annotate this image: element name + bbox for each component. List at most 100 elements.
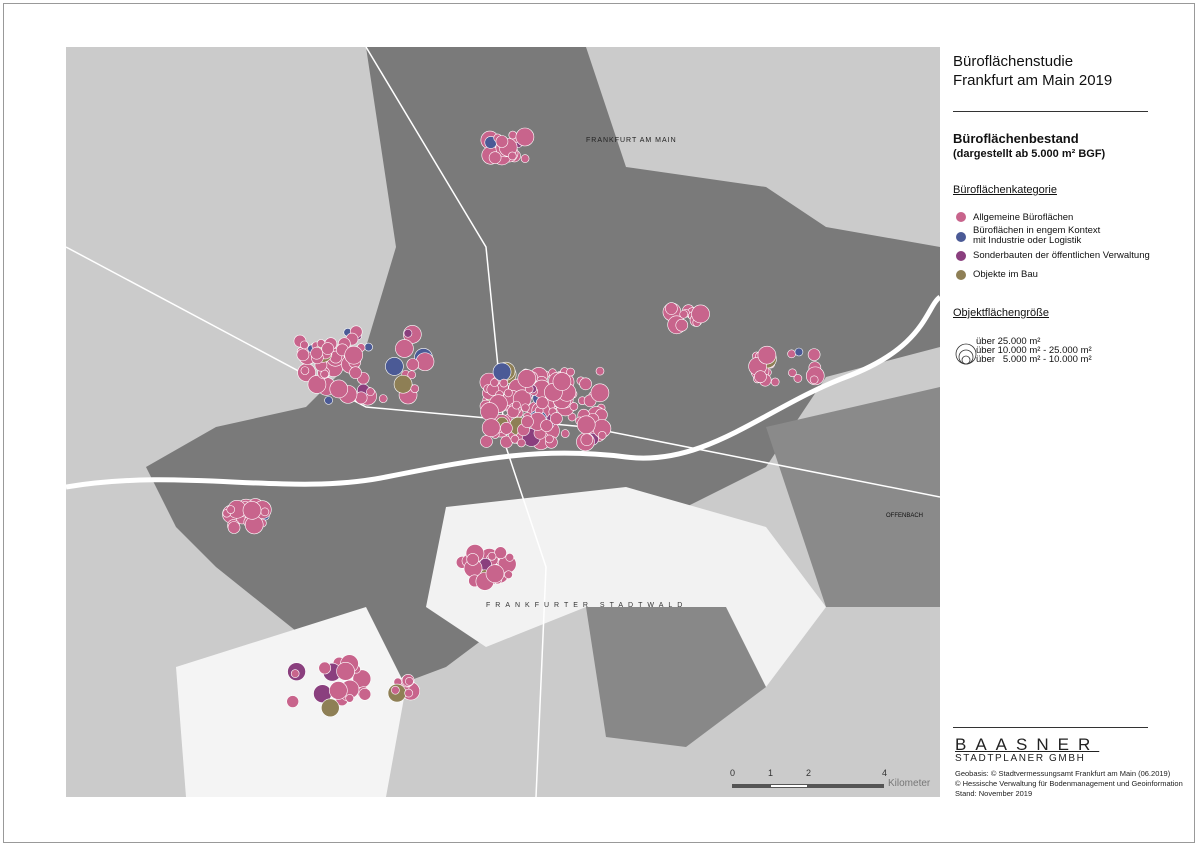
category-label: Sonderbauten der öffentlichen Verwaltung [973, 250, 1150, 261]
office-bubble [675, 318, 689, 332]
office-bubble [754, 370, 767, 383]
office-bubble [552, 372, 572, 391]
office-bubble [300, 340, 309, 350]
office-bubble [226, 505, 236, 514]
office-bubble [310, 346, 323, 360]
office-bubble [329, 379, 349, 399]
office-bubble [794, 347, 804, 357]
office-bubble [521, 415, 534, 428]
credit-line: Stand: November 2019 [955, 789, 1033, 798]
category-dot-public [956, 251, 966, 261]
office-bubble [286, 695, 299, 708]
category-label: Allgemeine Büroflächen [973, 212, 1074, 223]
office-bubble [490, 378, 499, 387]
office-bubble [597, 431, 607, 440]
office-bubble [665, 302, 678, 315]
office-bubble [520, 154, 530, 163]
office-bubble [358, 687, 372, 701]
office-bubble [494, 546, 507, 560]
size-label: über 25.000 m² [976, 336, 1041, 347]
office-bubble [536, 396, 549, 410]
offenbach-area [766, 387, 940, 607]
office-bubble [480, 435, 493, 448]
office-bubble [307, 375, 327, 394]
office-bubble [410, 384, 420, 393]
scale-tick: 2 [806, 768, 812, 778]
divider [953, 727, 1148, 728]
office-bubble [403, 328, 413, 338]
office-bubble [540, 419, 553, 432]
office-bubble [579, 377, 592, 391]
label-frankfurt: FRANKFURT AM MAIN [586, 137, 677, 144]
office-bubble [550, 412, 563, 425]
office-bubble [364, 342, 373, 352]
office-bubble [487, 551, 497, 561]
title-line: Frankfurt am Main 2019 [953, 72, 1113, 89]
scale-unit: Kilometer [888, 778, 931, 789]
office-bubble [492, 362, 512, 382]
office-bubbles [222, 127, 825, 718]
office-bubble [404, 688, 413, 698]
credit-line: Geobasis: © Stadtvermessungsamt Frankfur… [955, 769, 1171, 778]
size-circles-icon [955, 343, 977, 365]
office-bubble [393, 374, 413, 394]
office-bubble [296, 348, 310, 362]
office-bubble [590, 383, 610, 403]
office-bubble [499, 378, 509, 388]
brand-logo: BAASNER STADTPLANER GMBH [955, 735, 1099, 764]
office-bubble [481, 418, 501, 437]
office-bubble [521, 403, 530, 413]
category-dot-construction [956, 270, 966, 280]
map-canvas: FRANKFURT AM MAIN FRANKFURTER STADTWALD … [66, 47, 940, 797]
office-bubble [517, 438, 526, 448]
office-bubble [515, 127, 535, 147]
scale-tick: 1 [768, 768, 774, 778]
category-title: Büroflächenkategorie [953, 184, 1057, 196]
office-bubble [809, 375, 819, 385]
size-title: Objektflächengröße [953, 307, 1049, 319]
office-bubble [260, 507, 270, 517]
office-bubble [512, 400, 521, 410]
office-bubble [807, 348, 821, 361]
district-south [586, 607, 766, 747]
office-bubble [504, 570, 513, 579]
office-bubble [378, 394, 388, 403]
credit-line: © Hessische Verwaltung für Bodenmanageme… [955, 779, 1183, 788]
label-line: mit Industrie oder Logistik [973, 235, 1082, 246]
office-bubble [480, 402, 499, 421]
brand-sub: STADTPLANER GMBH [955, 753, 1086, 764]
category-dot-general [956, 212, 966, 222]
office-bubble [344, 345, 363, 365]
office-bubble [366, 387, 375, 397]
office-bubble [324, 396, 333, 405]
map-title: Büroflächenstudie Frankfurt am Main 2019 [953, 52, 1153, 90]
office-bubble [691, 304, 710, 324]
office-bubble [679, 309, 688, 319]
office-bubble [227, 521, 241, 534]
legend-subheading: (dargestellt ab 5.000 m² BGF) [953, 148, 1106, 160]
office-bubble [329, 681, 348, 700]
office-bubble [576, 415, 596, 435]
office-bubble [787, 349, 796, 359]
office-bubble [595, 366, 605, 376]
office-bubble [415, 352, 435, 372]
map[interactable]: FRANKFURT AM MAIN FRANKFURTER STADTWALD … [66, 47, 940, 797]
office-bubble [321, 342, 335, 355]
brand-name: BAASNER [955, 735, 1100, 754]
label-offenbach: OFFENBACH [886, 513, 923, 519]
office-bubble [560, 429, 570, 438]
label-line: Büroflächen in engem Kontext [973, 225, 1101, 236]
office-bubble [500, 422, 513, 435]
office-bubble [485, 564, 505, 583]
office-bubble [566, 367, 575, 377]
size-label: über 10.000 m² - 25.000 m² [976, 345, 1092, 356]
office-bubble [318, 661, 332, 675]
credits: Geobasis: © Stadtvermessungsamt Frankfur… [955, 769, 1183, 799]
office-bubble [545, 434, 554, 444]
office-bubble [488, 151, 502, 164]
office-bubble [770, 377, 780, 387]
scale-tick: 0 [730, 768, 736, 778]
office-bubble [466, 553, 480, 566]
office-bubble [788, 368, 797, 378]
office-bubble [320, 698, 340, 718]
